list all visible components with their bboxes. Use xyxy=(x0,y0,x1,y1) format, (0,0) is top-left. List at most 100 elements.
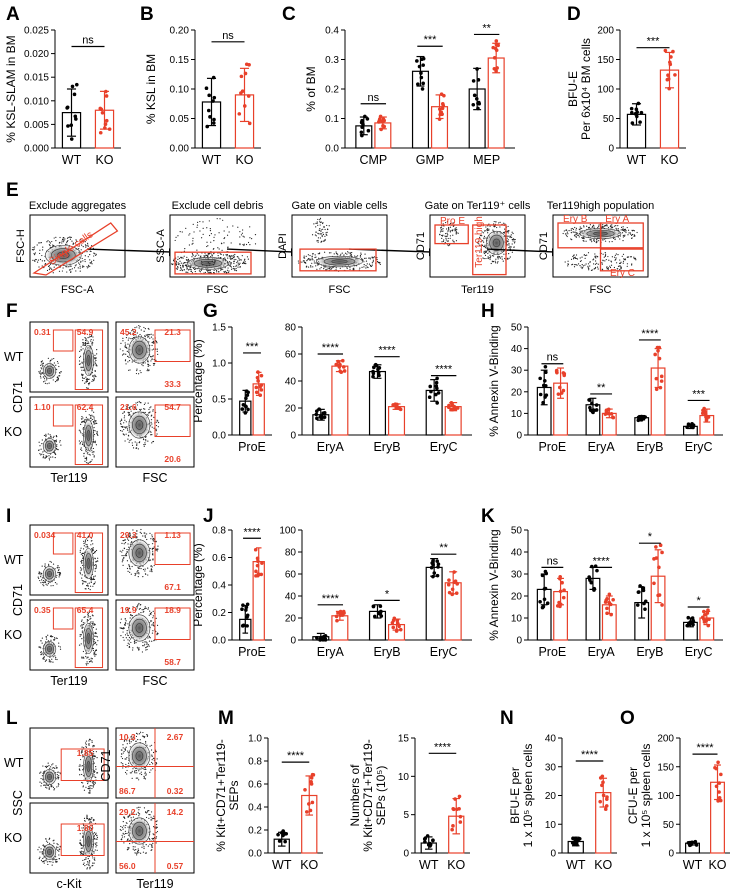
event-dot xyxy=(226,234,229,236)
event-dot xyxy=(122,337,124,339)
event-dot xyxy=(233,255,235,258)
event-dot xyxy=(43,381,45,383)
event-dot xyxy=(122,340,124,342)
event-dot xyxy=(55,236,57,239)
significance-label: **** xyxy=(434,741,452,753)
event-dot xyxy=(151,624,153,626)
event-dot xyxy=(631,234,633,237)
event-dot xyxy=(48,659,50,661)
data-point xyxy=(428,384,433,389)
data-point xyxy=(237,112,242,116)
event-dot xyxy=(203,255,205,257)
event-dot xyxy=(585,240,587,242)
event-dot xyxy=(79,571,81,574)
event-dot xyxy=(513,239,516,241)
event-dot xyxy=(611,227,614,229)
event-dot xyxy=(82,341,84,344)
event-dot xyxy=(81,580,83,582)
event-dot xyxy=(615,258,617,260)
event-dot xyxy=(151,349,153,351)
event-dot xyxy=(92,336,94,338)
event-dot xyxy=(488,229,490,231)
event-dot xyxy=(350,253,352,256)
event-dot xyxy=(48,241,51,243)
event-dot xyxy=(303,255,305,257)
gating-title: Gate on viable cells xyxy=(292,200,388,212)
event-dot xyxy=(507,232,509,234)
data-point xyxy=(634,107,639,112)
event-dot xyxy=(604,240,607,242)
event-dot xyxy=(573,254,575,257)
event-dot xyxy=(156,433,158,435)
event-dot xyxy=(41,439,43,441)
event-dot xyxy=(222,268,224,270)
x-tick-label: WT xyxy=(566,858,586,872)
data-point xyxy=(600,783,604,788)
data-point xyxy=(458,814,463,819)
gate-value: 0.034 xyxy=(34,530,56,540)
gating-xlabel: FSC xyxy=(329,284,351,296)
event-dot xyxy=(607,268,609,270)
event-dot xyxy=(182,257,184,259)
data-point xyxy=(671,49,675,54)
data-point xyxy=(611,597,615,602)
data-point xyxy=(457,794,462,799)
event-dot xyxy=(41,260,43,262)
contour xyxy=(187,257,229,270)
data-point xyxy=(495,66,499,70)
event-dot xyxy=(202,233,204,235)
bar xyxy=(425,566,443,641)
data-point xyxy=(336,359,340,364)
event-dot xyxy=(56,360,59,363)
event-dot xyxy=(236,260,239,262)
event-dot xyxy=(507,235,509,237)
event-dot xyxy=(509,256,511,258)
event-dot xyxy=(47,357,49,359)
data-point xyxy=(453,579,458,584)
event-dot xyxy=(312,259,314,261)
y-tick-label: 0.2 xyxy=(248,826,262,837)
data-point xyxy=(642,601,646,606)
event-dot xyxy=(625,230,627,232)
event-dot xyxy=(134,441,136,443)
event-dot xyxy=(570,232,572,234)
event-dot xyxy=(176,268,178,271)
event-dot xyxy=(122,636,124,639)
event-dot xyxy=(81,379,84,382)
data-point xyxy=(636,415,641,420)
event-dot xyxy=(622,260,625,262)
event-dot xyxy=(492,261,494,263)
event-dot xyxy=(53,639,55,641)
density-core xyxy=(127,538,152,568)
event-dot xyxy=(125,353,127,355)
event-dot xyxy=(87,341,89,343)
event-dot xyxy=(93,651,95,654)
event-dot xyxy=(298,262,300,264)
event-dot xyxy=(89,788,91,790)
data-point xyxy=(396,621,400,626)
data-point xyxy=(572,842,576,846)
event-dot xyxy=(48,786,50,788)
event-dot xyxy=(349,252,351,255)
event-dot xyxy=(123,428,125,431)
event-dot xyxy=(448,230,450,232)
data-point xyxy=(69,137,74,141)
event-dot xyxy=(78,765,80,767)
data-point xyxy=(421,81,425,86)
event-dot xyxy=(92,543,94,545)
event-dot xyxy=(79,443,81,445)
event-dot xyxy=(127,543,129,545)
data-point xyxy=(588,578,592,583)
event-dot xyxy=(149,610,151,612)
data-point xyxy=(434,380,439,385)
y-axis-label: % Annexin V-Binding xyxy=(487,529,501,640)
data-point xyxy=(377,373,381,378)
data-point xyxy=(657,565,661,570)
event-dot xyxy=(121,354,124,356)
event-dot xyxy=(180,267,182,269)
event-dot xyxy=(206,227,208,229)
event-dot xyxy=(320,229,323,231)
